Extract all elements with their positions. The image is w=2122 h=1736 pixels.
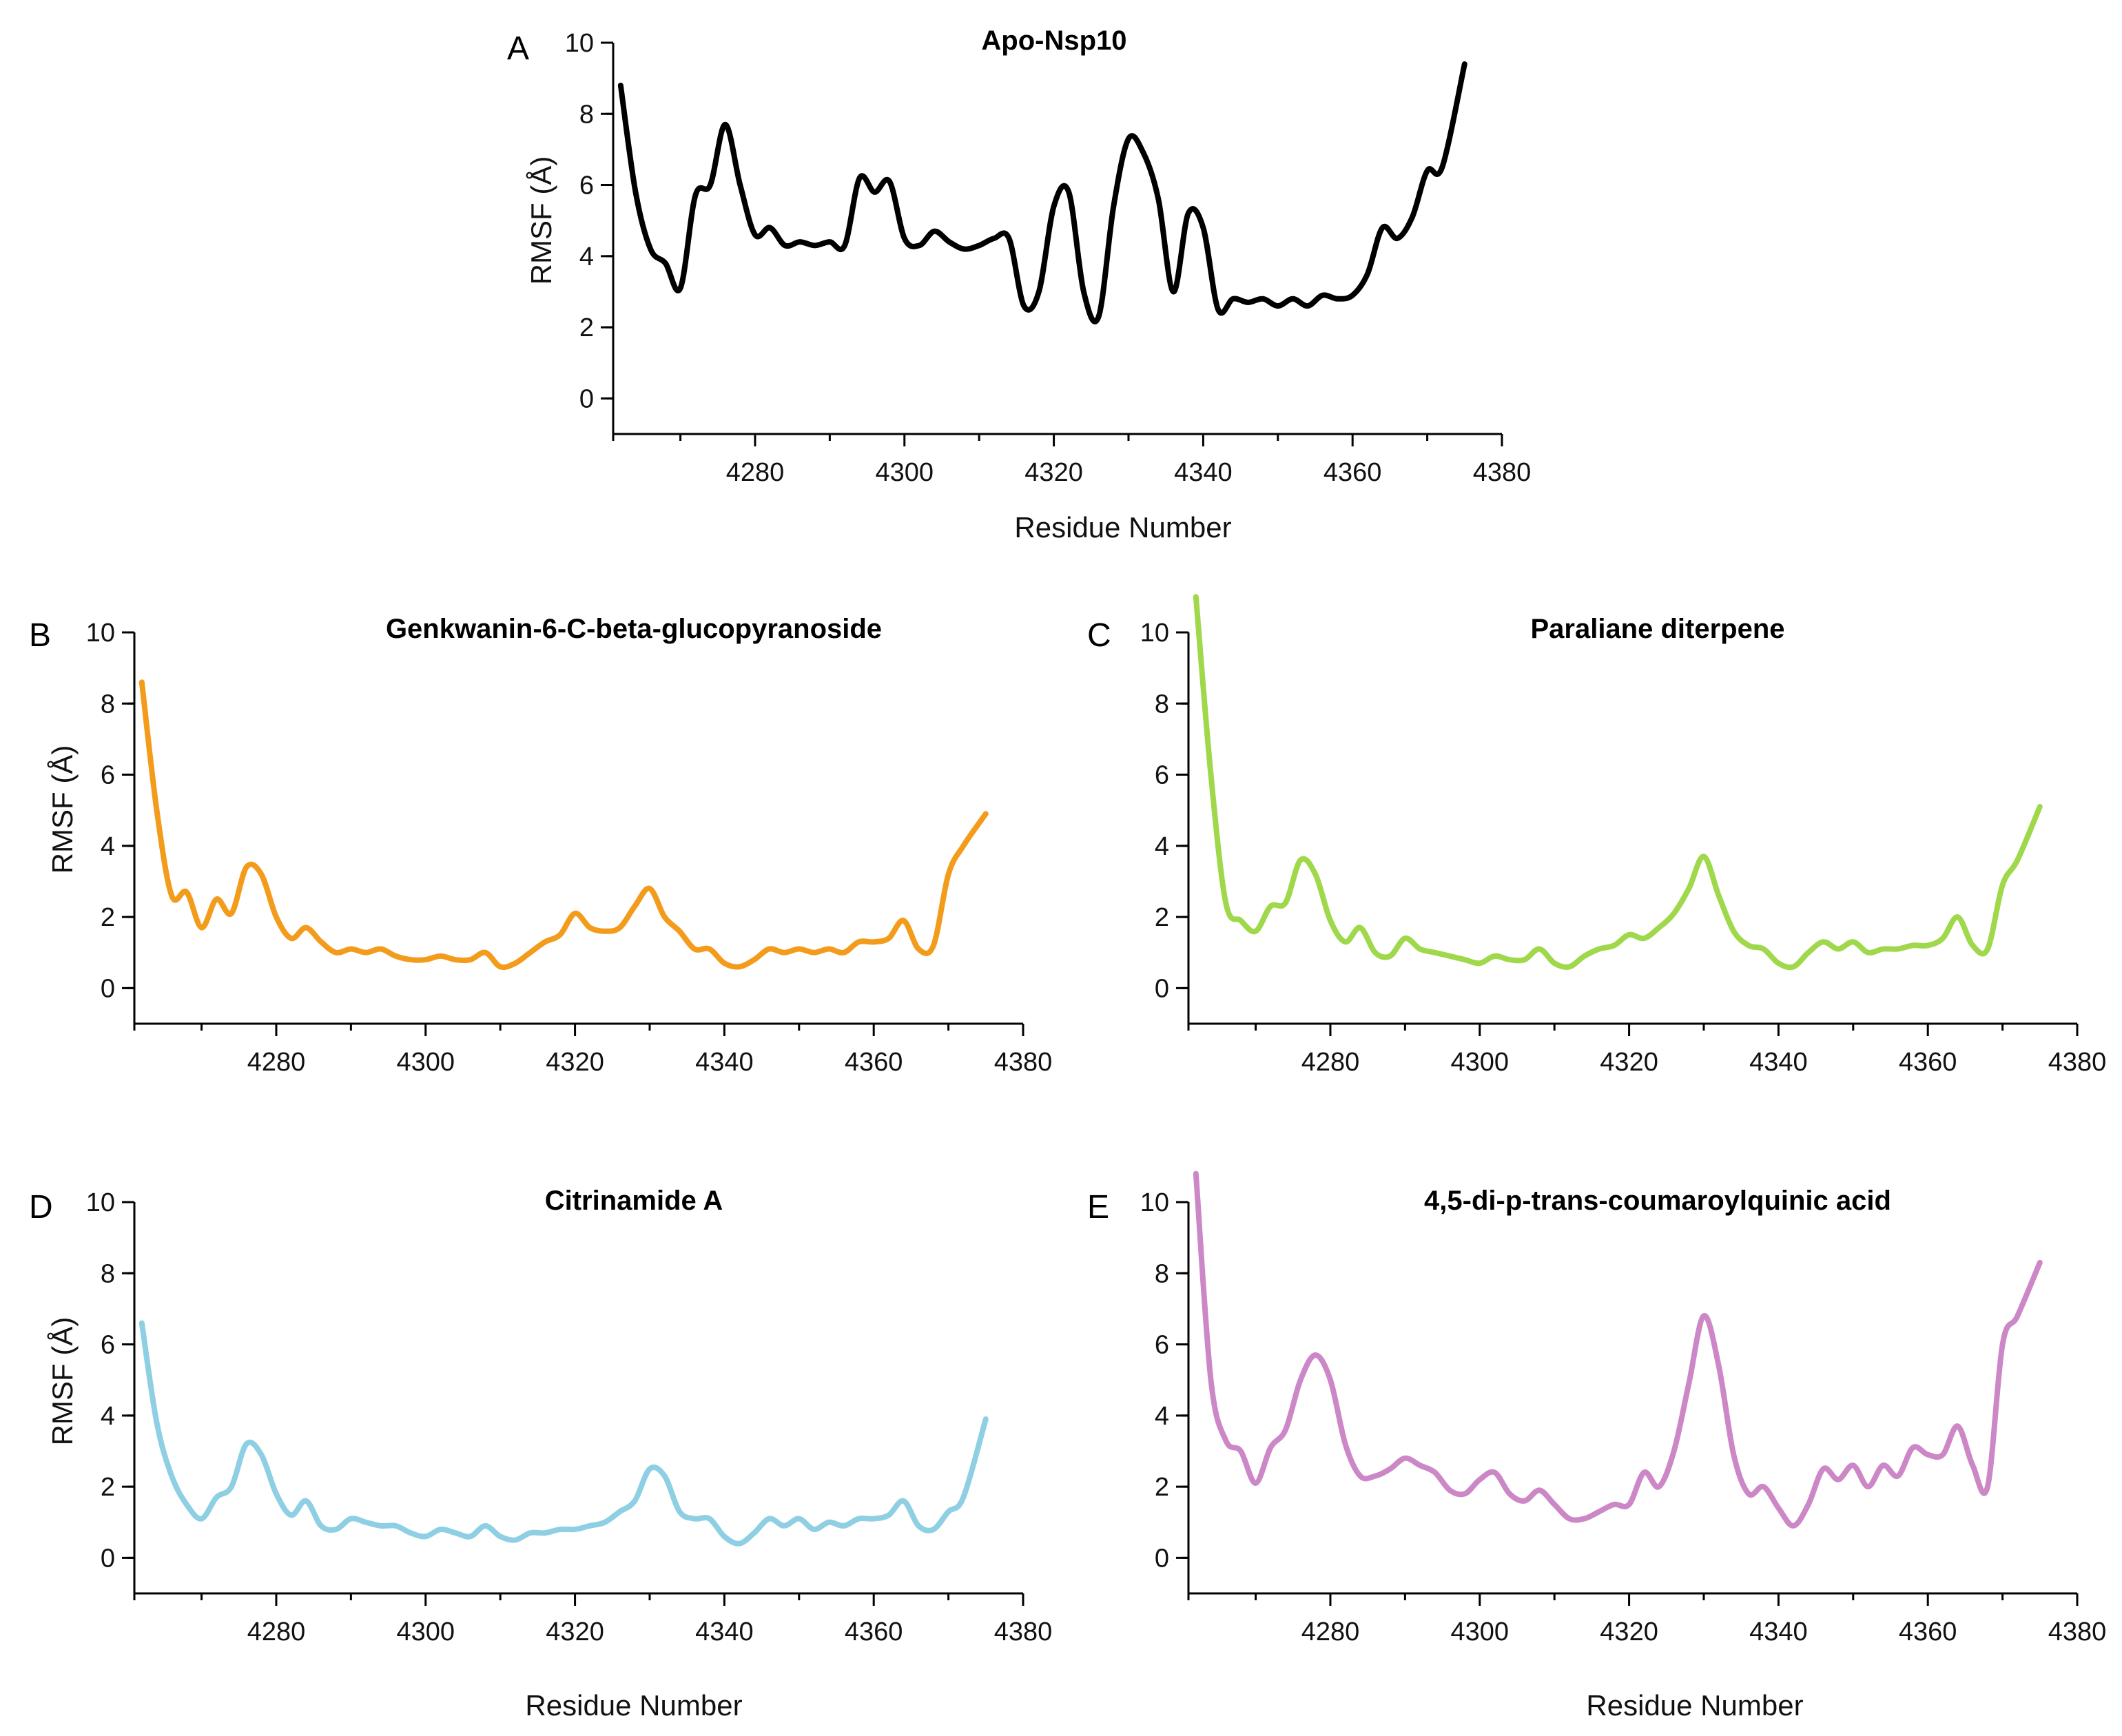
x-tick-label-b-4340: 4340	[695, 1048, 754, 1077]
y-tick-label-b-8: 8	[101, 690, 115, 719]
x-tick-label-c-4360: 4360	[1899, 1048, 1957, 1077]
x-tick-label-e-4280: 4280	[1301, 1618, 1360, 1646]
x-tick-label-e-4340: 4340	[1749, 1618, 1808, 1646]
y-tick-label-a-8: 8	[579, 100, 594, 129]
chart-title-e: 4,5-di-p-trans-coumaroylquinic acid	[1424, 1186, 1891, 1216]
y-tick-label-e-10: 10	[1140, 1188, 1169, 1217]
y-tick-label-d-8: 8	[101, 1259, 115, 1288]
y-tick-label-e-2: 2	[1155, 1473, 1169, 1502]
y-axis-label-a: RMSF (Å)	[525, 156, 557, 285]
y-tick-label-e-4: 4	[1155, 1402, 1169, 1431]
x-tick-label-d-4340: 4340	[695, 1618, 754, 1646]
x-tick-label-b-4360: 4360	[845, 1048, 903, 1077]
x-tick-label-c-4380: 4380	[2048, 1048, 2107, 1077]
panel-a: A Apo-Nsp10 0 2 4 6 8 10 4280 4300 4320 4340 4360…	[507, 25, 1531, 544]
y-tick-label-d-6: 6	[101, 1331, 115, 1360]
chart-title-d: Citrinamide A	[545, 1186, 723, 1216]
y-tick-label-c-4: 4	[1155, 832, 1169, 861]
x-axis-label-d: Residue Number	[525, 1689, 742, 1722]
y-tick-label-b-6: 6	[101, 761, 115, 790]
y-tick-label-b-0: 0	[101, 974, 115, 1003]
x-tick-label-a-4360: 4360	[1323, 458, 1382, 487]
panel-letter-e: E	[1087, 1189, 1109, 1226]
y-tick-label-d-4: 4	[101, 1402, 115, 1431]
x-ticks-a: 4280 4300 4320 4340 4360 4380	[612, 434, 1532, 487]
x-axis-label-a: Residue Number	[1014, 511, 1231, 544]
rmsf-line-a	[617, 61, 1467, 324]
y-tick-label-c-2: 2	[1155, 903, 1169, 932]
y-tick-label-a-2: 2	[579, 313, 594, 342]
y-axis-label-b: RMSF (Å)	[46, 745, 79, 874]
rmsf-line-c	[1193, 594, 2043, 971]
panel-b: B Genkwanin-6-C-beta-glucopyranoside 0 2 4…	[29, 614, 1052, 1077]
y-tick-label-c-10: 10	[1140, 619, 1169, 648]
y-tick-label-d-2: 2	[101, 1473, 115, 1502]
y-tick-label-b-4: 4	[101, 832, 115, 861]
y-tick-label-a-10: 10	[565, 29, 594, 58]
chart-title-b: Genkwanin-6-C-beta-glucopyranoside	[386, 614, 882, 644]
x-tick-label-b-4320: 4320	[546, 1048, 604, 1077]
x-ticks-b: 4280 4300 4320 4340 4360 4380	[133, 1024, 1053, 1077]
panel-letter-b: B	[29, 617, 51, 654]
x-tick-label-c-4320: 4320	[1600, 1048, 1658, 1077]
x-tick-label-e-4360: 4360	[1899, 1618, 1957, 1646]
x-tick-label-d-4300: 4300	[396, 1618, 455, 1646]
rmsf-line-d	[138, 1320, 989, 1547]
panel-d: D Citrinamide A 0 2 4 6 8 10 4280 4300 4320 4340…	[29, 1186, 1052, 1722]
y-ticks-d: 0 2 4 6 8 10	[86, 1188, 134, 1573]
y-ticks-b: 0 2 4 6 8 10	[86, 619, 134, 1003]
x-tick-label-b-4280: 4280	[247, 1048, 306, 1077]
x-tick-label-d-4320: 4320	[546, 1618, 604, 1646]
panel-e: E 4,5-di-p-trans-coumaroylquinic acid 0 2…	[1087, 1170, 2107, 1722]
x-tick-label-a-4320: 4320	[1024, 458, 1083, 487]
y-tick-label-a-4: 4	[579, 242, 594, 271]
x-ticks-c: 4280 4300 4320 4340 4360 4380	[1187, 1024, 2107, 1077]
x-tick-label-e-4380: 4380	[2048, 1618, 2107, 1646]
y-tick-label-a-6: 6	[579, 172, 594, 200]
x-tick-label-d-4360: 4360	[845, 1618, 903, 1646]
x-ticks-d: 4280 4300 4320 4340 4360 4380	[133, 1593, 1053, 1646]
x-tick-label-b-4380: 4380	[994, 1048, 1053, 1077]
y-tick-label-e-6: 6	[1155, 1331, 1169, 1360]
panel-letter-d: D	[29, 1189, 53, 1226]
y-ticks-a: 0 2 4 6 8 10	[565, 29, 613, 413]
y-tick-label-c-0: 0	[1155, 974, 1169, 1003]
y-ticks-e: 0 2 4 6 8 10	[1140, 1188, 1188, 1573]
panel-letter-c: C	[1087, 617, 1111, 654]
y-tick-label-c-8: 8	[1155, 690, 1169, 719]
rmsf-line-b	[138, 679, 989, 971]
x-axis-label-e: Residue Number	[1586, 1689, 1803, 1722]
panel-letter-a: A	[507, 30, 529, 67]
panel-c: C Paraliane diterpene 0 2 4 6 8 10 4280 4300 43…	[1087, 594, 2107, 1077]
y-tick-label-e-8: 8	[1155, 1259, 1169, 1288]
y-tick-label-d-10: 10	[86, 1188, 115, 1217]
x-tick-label-d-4280: 4280	[247, 1618, 306, 1646]
y-axis-label-d: RMSF (Å)	[46, 1317, 79, 1446]
x-tick-label-c-4280: 4280	[1301, 1048, 1360, 1077]
x-tick-label-c-4340: 4340	[1749, 1048, 1808, 1077]
y-tick-label-c-6: 6	[1155, 761, 1169, 790]
y-tick-label-b-2: 2	[101, 903, 115, 932]
y-tick-label-a-0: 0	[579, 384, 594, 413]
x-tick-label-e-4320: 4320	[1600, 1618, 1658, 1646]
chart-title-c: Paraliane diterpene	[1530, 614, 1784, 644]
x-tick-label-a-4300: 4300	[875, 458, 934, 487]
x-tick-label-d-4380: 4380	[994, 1618, 1053, 1646]
chart-title-a: Apo-Nsp10	[981, 25, 1126, 56]
rmsf-line-e	[1193, 1170, 2043, 1529]
y-tick-label-b-10: 10	[86, 619, 115, 648]
y-ticks-c: 0 2 4 6 8 10	[1140, 619, 1188, 1003]
y-tick-label-e-0: 0	[1155, 1544, 1169, 1573]
x-tick-label-b-4300: 4300	[396, 1048, 455, 1077]
x-tick-label-a-4340: 4340	[1174, 458, 1233, 487]
x-tick-label-c-4300: 4300	[1450, 1048, 1509, 1077]
x-ticks-e: 4280 4300 4320 4340 4360 4380	[1187, 1593, 2107, 1646]
x-tick-label-a-4380: 4380	[1473, 458, 1532, 487]
y-tick-label-d-0: 0	[101, 1544, 115, 1573]
x-tick-label-a-4280: 4280	[726, 458, 785, 487]
x-tick-label-e-4300: 4300	[1450, 1618, 1509, 1646]
